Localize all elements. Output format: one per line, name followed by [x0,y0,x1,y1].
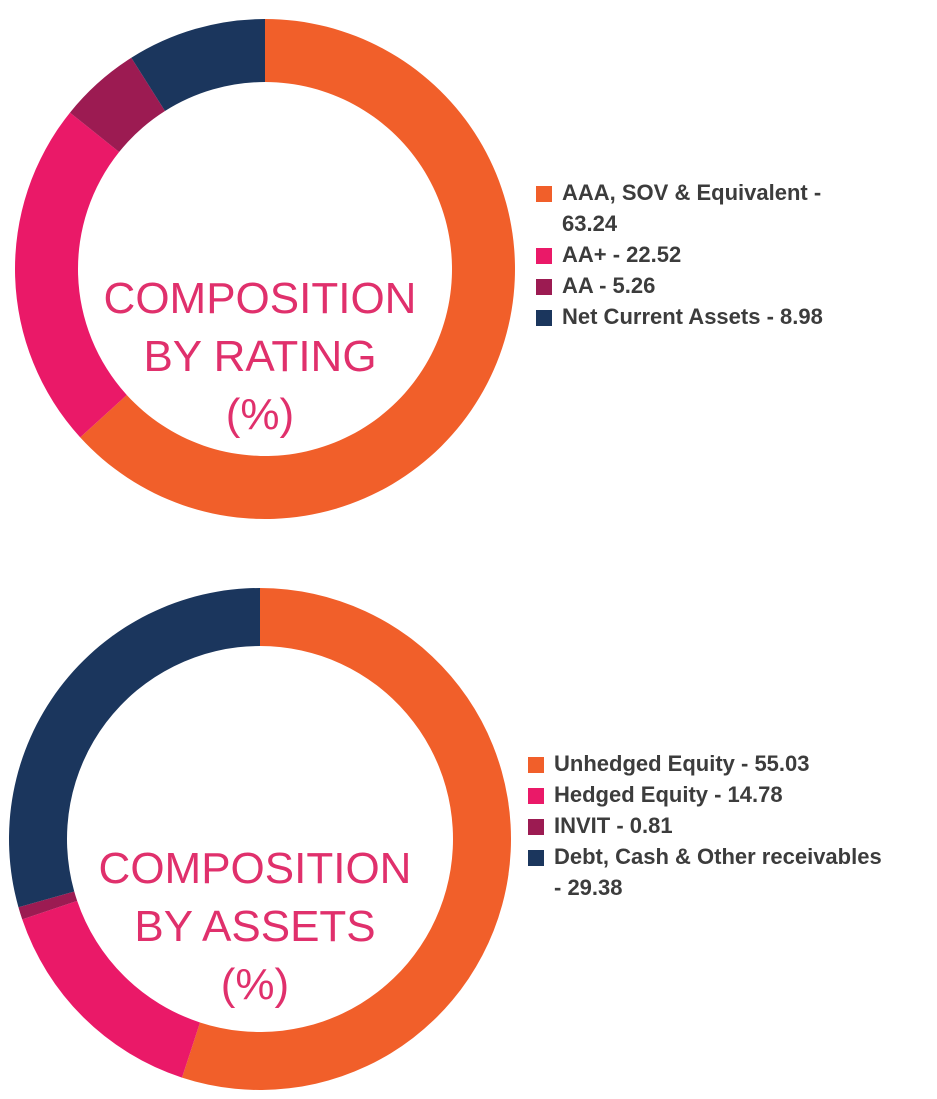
rating-legend-label: AA - 5.26 [562,273,656,298]
rating-legend-item-3: AA - 5.26 [536,270,926,301]
rating-legend-label: 63.24 [562,211,618,236]
assets-slice-4 [8,588,261,908]
assets-slice-1 [181,588,512,1090]
rating-title-line-3: (%) [225,390,295,439]
rating-slice-4 [131,19,265,111]
rating-legend-swatch-3 [536,279,552,295]
rating-chart-title: COMPOSITION BY RATING (%) [60,270,460,444]
assets-legend-swatch-1 [528,757,544,773]
rating-legend-label: AA+ - 22.52 [562,242,682,267]
rating-legend-item-4: Net Current Assets - 8.98 [536,301,926,332]
assets-legend-swatch-4 [528,850,544,866]
assets-title-line-2: BY ASSETS [134,902,376,951]
rating-legend-item-2: AA+ - 22.52 [536,239,926,270]
assets-chart-title: COMPOSITION BY ASSETS (%) [55,840,455,1014]
rating-legend: AAA, SOV & Equivalent - 63.24 AA+ - 22.52 A… [536,177,926,332]
assets-legend-label: Debt, Cash & Other receivables [554,844,882,869]
assets-legend-swatch-2 [528,788,544,804]
rating-legend-swatch-2 [536,248,552,264]
rating-chart: COMPOSITION BY RATING (%) AAA, SOV & Equ… [0,0,937,540]
assets-slice-2 [22,900,201,1078]
assets-slice-3 [18,891,78,920]
rating-legend-item-1: AAA, SOV & Equivalent - 63.24 [536,177,926,239]
rating-legend-label: AAA, SOV & Equivalent - [562,180,822,205]
rating-legend-label: Net Current Assets - 8.98 [562,304,823,329]
assets-legend-label: - 29.38 [554,875,623,900]
rating-title-line-2: BY RATING [143,332,377,381]
rating-title-line-1: COMPOSITION [103,274,417,323]
rating-slice-2 [14,112,127,438]
assets-legend-swatch-3 [528,819,544,835]
assets-legend-label: Unhedged Equity - 55.03 [554,751,810,776]
assets-legend-item-2: Hedged Equity - 14.78 [528,779,928,810]
assets-legend-label: Hedged Equity - 14.78 [554,782,783,807]
assets-chart: COMPOSITION BY ASSETS (%) Unhedged Equit… [0,560,937,1099]
rating-slice-3 [69,57,165,152]
assets-legend-item-3: INVIT - 0.81 [528,810,928,841]
rating-slice-1 [80,19,515,519]
assets-legend-item-1: Unhedged Equity - 55.03 [528,748,928,779]
assets-legend: Unhedged Equity - 55.03 Hedged Equity - 1… [528,748,928,903]
rating-legend-swatch-1 [536,186,552,202]
assets-title-line-3: (%) [220,960,290,1009]
assets-donut [8,588,512,1090]
rating-legend-swatch-4 [536,310,552,326]
assets-title-line-1: COMPOSITION [98,844,412,893]
assets-legend-label: INVIT - 0.81 [554,813,673,838]
rating-donut [14,19,515,519]
assets-legend-item-4: Debt, Cash & Other receivables - 29.38 [528,841,928,903]
